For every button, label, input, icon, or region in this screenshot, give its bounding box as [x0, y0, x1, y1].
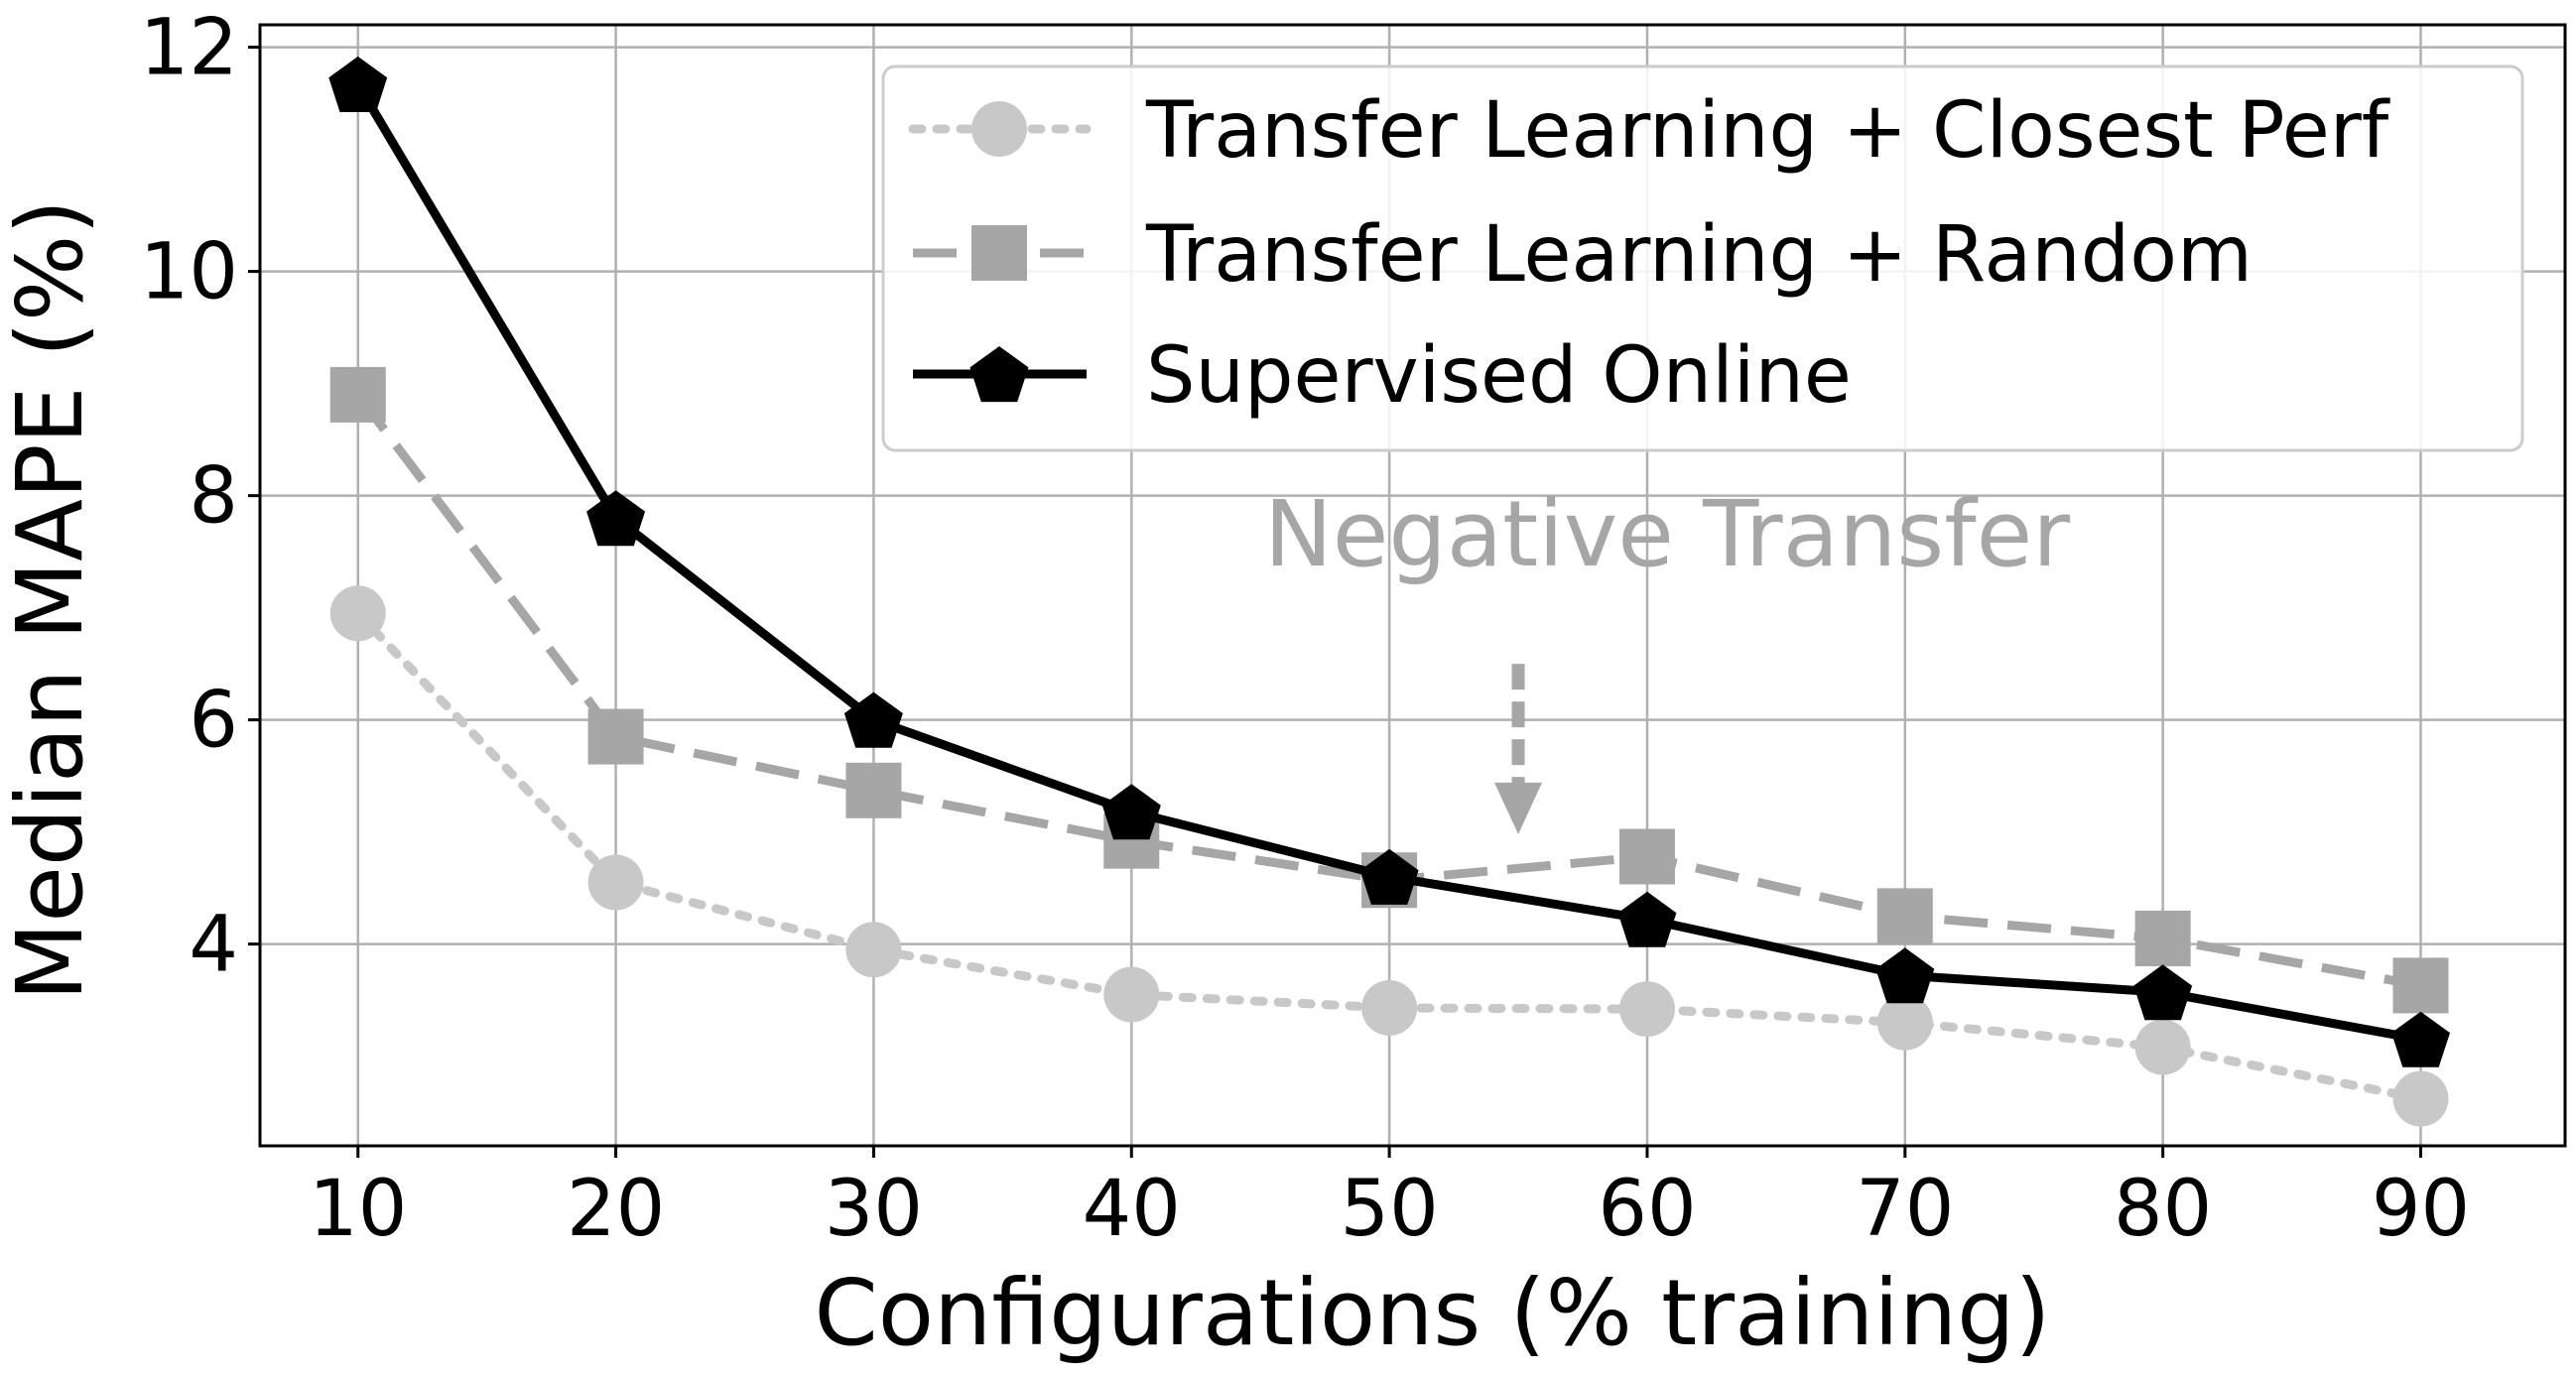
data-point-circle — [2134, 1019, 2191, 1075]
annotation: Negative Transfer — [1264, 481, 2070, 834]
y-tick-label: 4 — [189, 901, 238, 990]
axis-ticks: 10 20 30 40 50 60 70 80 90 4 6 8 10 12 — [140, 4, 2470, 1254]
x-tick-label: 60 — [1598, 1165, 1696, 1254]
y-tick-label: 6 — [189, 677, 238, 766]
x-tick-label: 70 — [1856, 1165, 1954, 1254]
data-point-square — [2392, 957, 2449, 1014]
data-point-circle — [587, 854, 644, 911]
y-tick-label: 8 — [189, 452, 238, 542]
data-point-square — [1876, 888, 1933, 944]
x-tick-label: 90 — [2372, 1165, 2470, 1254]
series-circle — [329, 585, 2449, 1127]
x-tick-label: 30 — [825, 1165, 923, 1254]
legend-marker-square — [971, 225, 1027, 281]
series-pentagon — [328, 56, 2450, 1067]
data-point-circle — [1876, 994, 1933, 1051]
x-tick-label: 50 — [1340, 1165, 1438, 1254]
y-axis-label: Median MAPE (%) — [0, 199, 103, 1001]
y-tick-label: 10 — [140, 228, 238, 317]
data-point-circle — [2392, 1070, 2449, 1127]
data-point-pentagon — [1875, 947, 1935, 1004]
plot-frame — [258, 23, 2567, 1148]
x-axis-label: Configurations (% training) — [815, 1260, 2051, 1366]
data-point-circle — [1361, 980, 1418, 1037]
data-point-pentagon — [1617, 891, 1677, 947]
annotation-arrow-head — [1494, 782, 1543, 834]
y-tick-label: 12 — [140, 4, 238, 93]
legend: Transfer Learning + Closest Perf Transfer… — [881, 64, 2524, 452]
data-point-circle — [329, 585, 386, 642]
data-point-pentagon — [843, 691, 903, 748]
x-tick-label: 10 — [309, 1165, 407, 1254]
data-point-circle — [1618, 981, 1675, 1038]
x-tick-label: 80 — [2114, 1165, 2212, 1254]
annotation-label: Negative Transfer — [1264, 481, 2070, 587]
data-point-circle — [845, 922, 902, 978]
data-point-pentagon — [586, 490, 646, 547]
data-point-pentagon — [328, 56, 388, 112]
legend-label: Supervised Online — [1146, 331, 1852, 421]
series-layer — [328, 56, 2450, 1127]
series-line — [353, 608, 2425, 1103]
legend-marker-circle — [971, 101, 1027, 157]
data-point-square — [587, 708, 644, 765]
data-point-circle — [1103, 966, 1160, 1023]
data-point-square — [2134, 910, 2191, 966]
data-point-pentagon — [2391, 1011, 2450, 1067]
data-point-pentagon — [1101, 784, 1161, 840]
legend-marker-pentagon — [969, 346, 1029, 403]
x-tick-label: 40 — [1083, 1165, 1181, 1254]
data-point-pentagon — [2133, 964, 2193, 1021]
data-point-pentagon — [1359, 848, 1419, 905]
legend-box — [881, 64, 2524, 452]
data-point-square — [1618, 828, 1675, 885]
data-point-square — [329, 366, 386, 423]
legend-label: Transfer Learning + Closest Perf — [1145, 86, 2390, 176]
data-point-square — [845, 762, 902, 818]
x-tick-label: 20 — [567, 1165, 665, 1254]
legend-label: Transfer Learning + Random — [1145, 210, 2253, 300]
